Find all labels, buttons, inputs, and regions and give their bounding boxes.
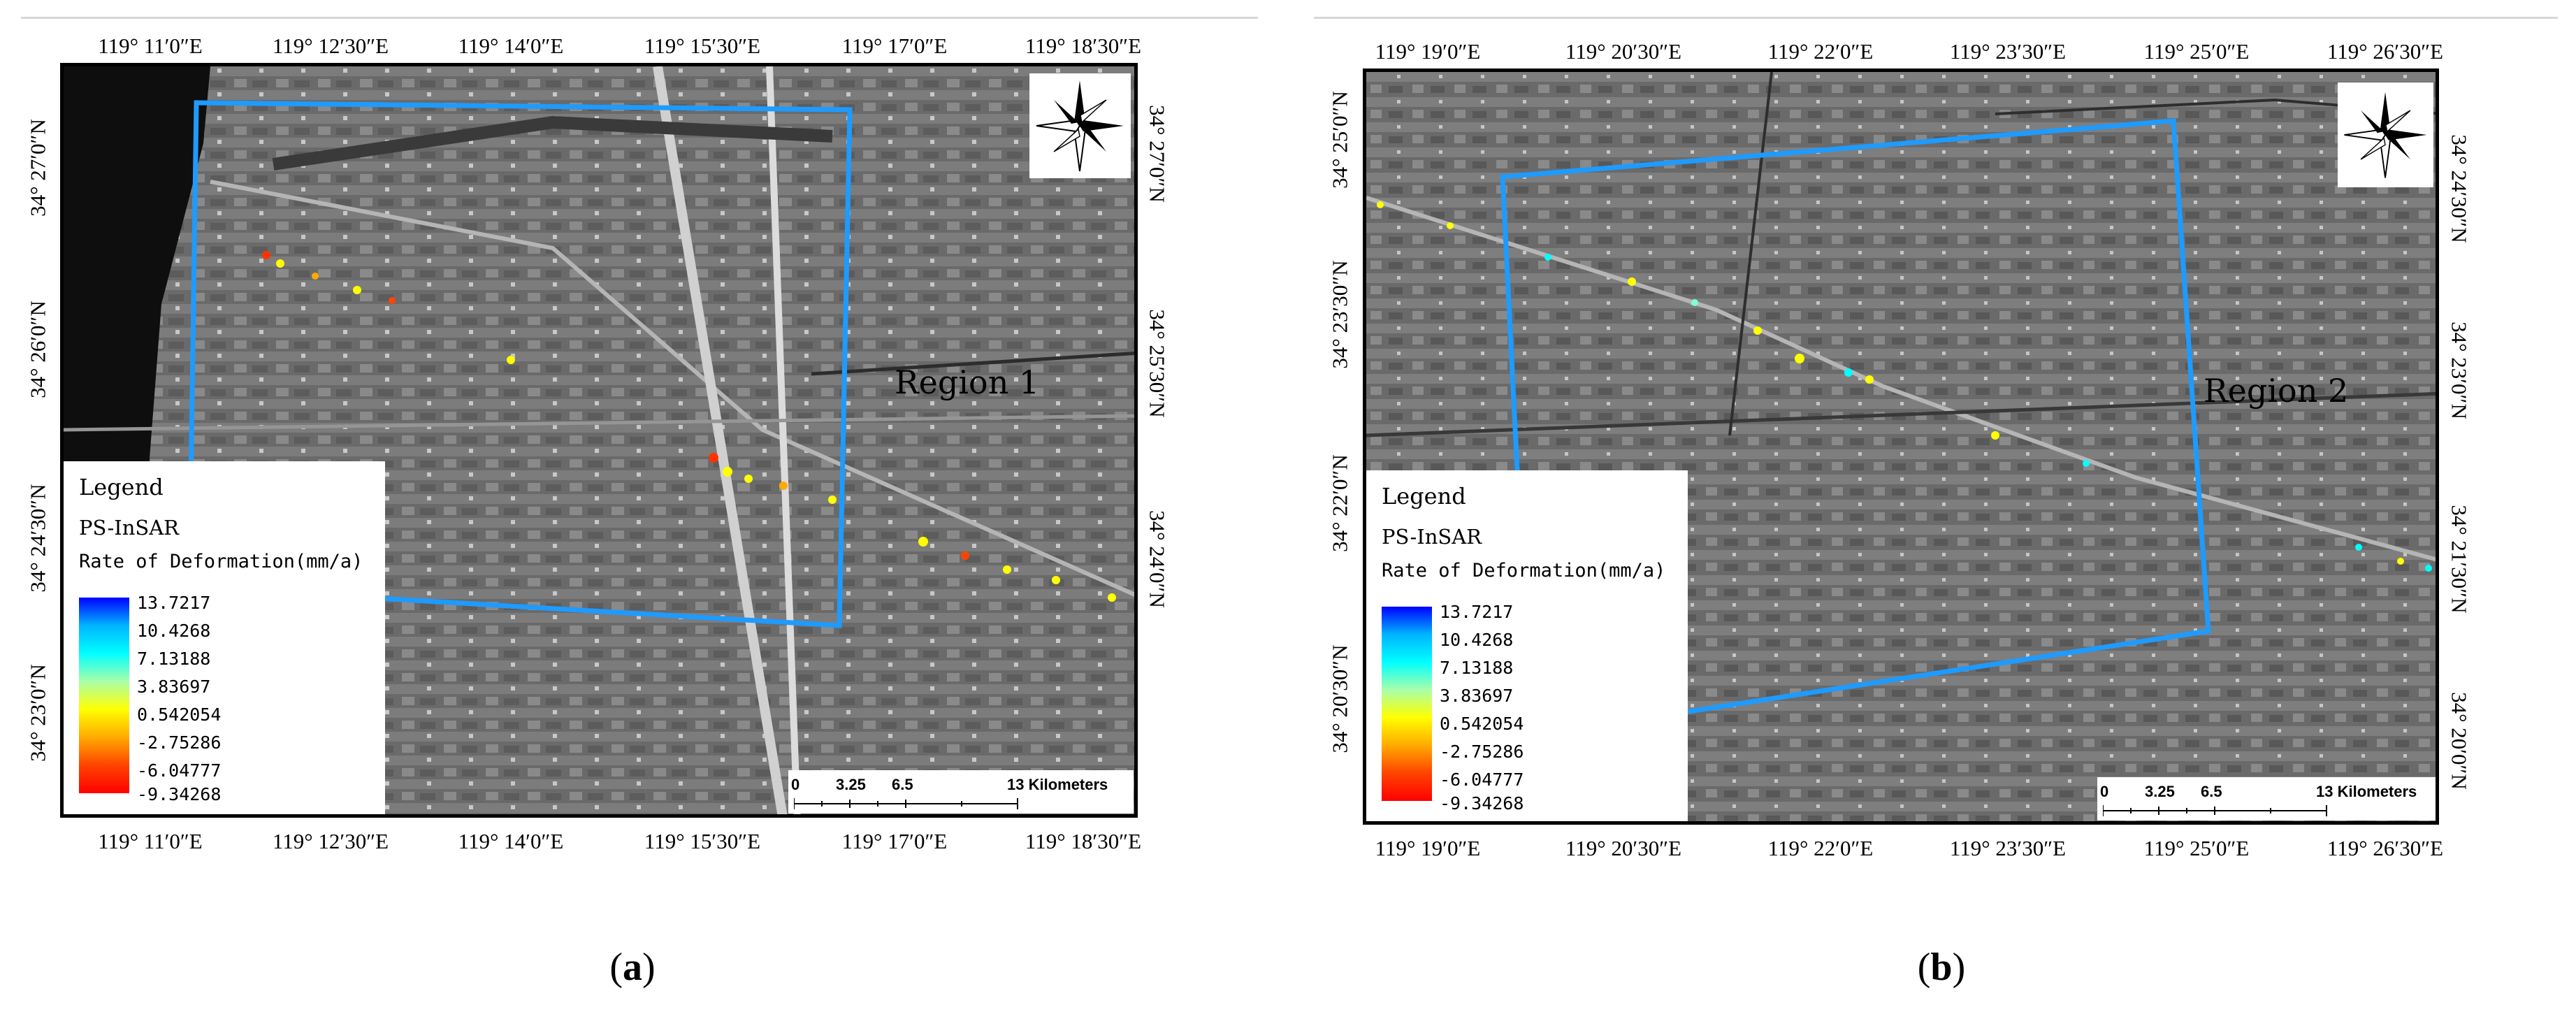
scale-label: 3.25: [2145, 783, 2175, 800]
region-label: Region 1: [895, 363, 1040, 401]
lat-tick-label: 34° 27′0″N: [25, 119, 50, 217]
lon-tick-label: 119° 12′30″E: [272, 34, 389, 58]
legend-value: -9.34268: [1440, 793, 1524, 814]
top-rule: [21, 17, 1258, 19]
lon-tick-label: 119° 19′0″E: [1375, 836, 1481, 860]
lat-tick-label: 34° 26′0″N: [25, 301, 50, 398]
legend-value: 13.7217: [1440, 602, 1514, 622]
legend-value: 13.7217: [137, 593, 211, 613]
lon-tick-label: 119° 25′0″E: [2143, 836, 2250, 860]
legend-value: -9.34268: [137, 784, 222, 804]
scale-label: 6.5: [2201, 783, 2222, 800]
legend-method: PS-InSAR: [1382, 525, 1482, 549]
map-frame: [60, 63, 1138, 818]
scale-label: 0: [2100, 783, 2109, 800]
scale-bar: 0 3.25 6.5 13 Kilometers: [788, 770, 1134, 814]
legend-rate-label: Rate of Deformation(mm/a): [1382, 560, 1666, 581]
legend-method: PS-InSAR: [79, 516, 180, 540]
legend-value: 7.13188: [1440, 658, 1514, 678]
panel-caption: (b): [1917, 946, 1966, 989]
legend-rate-label: Rate of Deformation(mm/a): [79, 551, 363, 572]
region-label: Region 2: [2204, 372, 2349, 410]
ps-points: [1377, 201, 2432, 572]
color-ramp: [1382, 607, 1432, 801]
north-arrow-icon: [2338, 82, 2433, 187]
lon-tick-label: 119° 15′30″E: [644, 829, 761, 853]
lon-tick-label: 119° 22′0″E: [1767, 836, 1874, 860]
legend-title: Legend: [1382, 483, 1466, 509]
lat-tick-label: 34° 20′30″N: [1327, 644, 1352, 753]
legend-value: -6.04777: [1440, 769, 1524, 790]
lat-tick-label: 34° 24′30″N: [2447, 134, 2472, 243]
legend-title: Legend: [79, 474, 164, 500]
scale-bar: 0 3.25 6.5 13 Kilometers: [2097, 777, 2436, 821]
legend-value: -6.04777: [137, 760, 222, 781]
panel-caption: (a): [609, 946, 656, 989]
region-boundary: [187, 100, 853, 628]
lon-tick-label: 119° 17′0″E: [841, 34, 948, 58]
lon-tick-label: 119° 23′30″E: [1949, 836, 2067, 860]
lon-tick-label: 119° 15′30″E: [644, 34, 761, 58]
lon-tick-label: 119° 20′30″E: [1565, 39, 1682, 64]
scale-label: 0: [791, 776, 800, 793]
legend-value: 10.4268: [137, 621, 211, 641]
lon-tick-label: 119° 26′30″E: [2327, 836, 2444, 860]
lon-tick-label: 119° 12′30″E: [272, 829, 389, 853]
legend-value: 3.83697: [137, 677, 211, 697]
lat-tick-label: 34° 25′0″N: [1327, 91, 1352, 189]
lon-tick-label: 119° 14′0″E: [458, 829, 564, 853]
legend-value: 10.4268: [1440, 630, 1514, 650]
legend-value: 0.542054: [137, 704, 222, 725]
lon-tick-label: 119° 18′30″E: [1025, 34, 1142, 58]
lat-tick-label: 34° 22′0″N: [1327, 454, 1352, 552]
lon-tick-label: 119° 14′0″E: [458, 34, 564, 58]
lon-tick-label: 119° 19′0″E: [1375, 39, 1481, 64]
scale-label: 3.25: [836, 776, 866, 793]
legend-value: 0.542054: [1440, 714, 1524, 734]
top-rule: [1314, 17, 2558, 19]
lon-tick-label: 119° 17′0″E: [841, 829, 948, 853]
highway: [653, 66, 788, 814]
scale-label: 13 Kilometers: [2316, 783, 2417, 800]
railway-line: [210, 180, 1134, 597]
lat-tick-label: 34° 24′0″N: [1145, 510, 1170, 608]
lat-tick-label: 34° 27′0″N: [1145, 105, 1170, 203]
lon-tick-label: 119° 25′0″E: [2143, 39, 2250, 64]
lon-tick-label: 119° 20′30″E: [1565, 836, 1682, 860]
panel-b: 119° 19′0″E 119° 20′30″E 119° 22′0″E 119…: [1288, 0, 2576, 1012]
lat-tick-label: 34° 23′0″N: [25, 664, 50, 762]
lon-tick-label: 119° 11′0″E: [98, 34, 203, 58]
panel-a: 119° 11′0″E 119° 12′30″E 119° 14′0″E 119…: [25, 34, 1170, 989]
lat-tick-label: 34° 20′0″N: [2447, 692, 2472, 790]
lon-tick-label: 119° 18′30″E: [1025, 829, 1142, 853]
legend-value: 7.13188: [137, 649, 211, 669]
legend-value: 3.83697: [1440, 686, 1514, 706]
legend-panel: Legend PS-InSAR Rate of Deformation(mm/a…: [1366, 470, 1688, 821]
scale-label: 13 Kilometers: [1007, 776, 1108, 793]
lon-tick-label: 119° 11′0″E: [98, 829, 203, 853]
lat-tick-label: 34° 23′0″N: [2447, 321, 2472, 419]
railway-line: [1366, 196, 2436, 562]
lat-tick-label: 34° 21′30″N: [2447, 505, 2472, 614]
lat-tick-label: 34° 25′30″N: [1145, 309, 1170, 418]
lon-tick-label: 119° 26′30″E: [2327, 39, 2444, 64]
lon-tick-label: 119° 22′0″E: [1767, 39, 1874, 64]
ps-points: [262, 251, 1116, 602]
legend-value: -2.75286: [1440, 742, 1524, 762]
lat-tick-label: 34° 24′30″N: [25, 484, 50, 593]
color-ramp: [79, 598, 129, 793]
lon-tick-label: 119° 23′30″E: [1949, 39, 2067, 64]
north-arrow-icon: [1029, 73, 1131, 178]
scale-label: 6.5: [892, 776, 913, 793]
legend-panel: Legend PS-InSAR Rate of Deformation(mm/a…: [64, 461, 385, 814]
lat-tick-label: 34° 23′30″N: [1327, 260, 1352, 369]
legend-value: -2.75286: [137, 732, 222, 753]
